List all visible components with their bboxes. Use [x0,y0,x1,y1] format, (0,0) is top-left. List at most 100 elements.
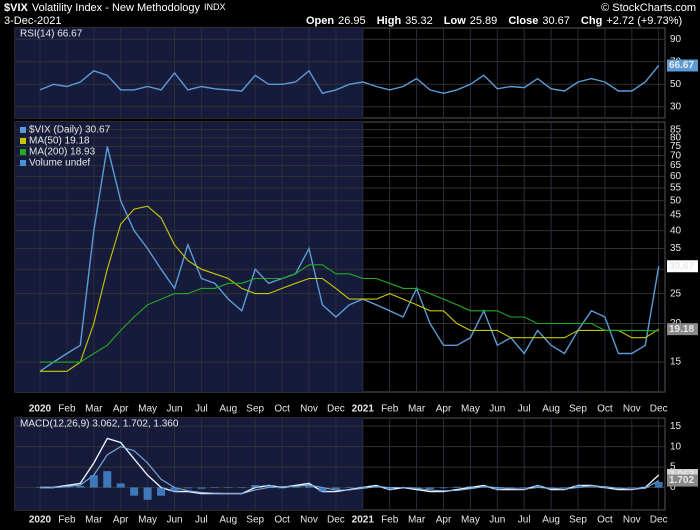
histogram-bar [493,487,502,490]
y-tick-label: 25 [670,288,682,299]
header: $VIX Volatility Index - New Methodology IN… [4,2,696,27]
x-tick-label: May [138,404,157,415]
histogram-bar [466,486,475,488]
histogram-bar [560,487,569,489]
quote-label: Open [306,15,334,27]
quote-label: Close [508,15,538,27]
histogram-bar [426,487,435,490]
histogram-bar [506,487,515,489]
quote-value: 35.32 [405,15,433,27]
y-tick-label: 30 [670,101,682,112]
x-tick-label: Aug [219,404,237,415]
x-tick-label: Feb [381,515,399,526]
x-tick-label: Sep [569,515,587,526]
x-tick-label: Aug [542,515,560,526]
legend-swatch [20,127,26,133]
x-tick-label: Sep [569,404,587,415]
series-line [39,146,660,372]
histogram-bar [600,487,609,489]
value-tag: 1.702 [669,475,694,486]
y-tick-label: 55 [670,183,682,194]
histogram-bar [36,487,44,489]
x-tick-label: Jun [166,515,182,526]
histogram-bar [574,485,582,488]
x-tick-label: May [461,404,480,415]
x-tick-label: Nov [623,404,641,415]
x-tick-label: Jun [489,404,505,415]
histogram-bar [89,475,98,488]
x-tick-label: Oct [597,404,613,415]
histogram-bar [251,485,260,488]
value-tag: 19.18 [669,324,694,335]
title: $VIX Volatility Index - New Methodology IN… [4,2,226,14]
histogram-bar [210,487,219,489]
x-tick-label: Oct [597,515,613,526]
x-tick-label: Oct [274,404,290,415]
name: Volatility Index - New Methodology [32,2,201,14]
x-tick-label: Aug [542,404,560,415]
histogram-bar [291,486,300,488]
histogram-bar [533,485,542,488]
x-tick-label: Mar [85,404,103,415]
x-tick-label: Sep [246,515,264,526]
panel-title: RSI(14) 66.67 [20,29,83,40]
x-tick-label: 2020 [29,515,52,526]
y-tick-label: 15 [670,357,682,368]
histogram-bar [103,471,112,488]
x-tick-label: Mar [408,515,426,526]
x-tick-label: 2021 [352,515,375,526]
histogram-bar [116,483,125,488]
histogram-bar [372,486,381,488]
x-tick-label: Jul [518,404,531,415]
y-tick-label: 90 [670,34,682,45]
series-line [40,264,659,363]
x-tick-label: Oct [274,515,290,526]
x-tick-label: 2020 [29,404,52,415]
x-tick-label: Jun [489,515,505,526]
quote: Open 26.95 High 35.32 Low 25.89 Close 30.67 … [306,15,682,27]
series-line [39,65,660,95]
quote-value: 26.95 [338,15,366,27]
value-tag-bg [667,474,698,487]
quote-label: Low [444,15,466,27]
histogram-bar [520,487,529,489]
panel-title: MACD(12,26,9) 3.062, 1.702, 1.360 [20,419,179,430]
x-tick-label: Sep [246,404,264,415]
histogram-bar [76,485,85,488]
x-tick-label: Apr [113,515,129,526]
quote-label: High [377,15,402,27]
histogram-bar [654,481,663,488]
x-tick-label: Feb [58,515,76,526]
x-tick-label: Feb [58,404,76,415]
x-tick-label: Nov [300,404,318,415]
quote-label: Chg [581,15,602,27]
histogram-bar [49,487,58,489]
histogram-bar [264,485,273,488]
y-tick-label: 10 [670,441,682,452]
x-tick-label: Feb [381,404,399,415]
x-tick-label: Dec [650,404,668,415]
y-tick-label: 75 [670,141,682,152]
x-tick-label: Dec [327,515,345,526]
legend-swatch [20,149,26,155]
histogram-bar [587,487,596,488]
x-tick-label: Nov [623,515,641,526]
y-tick-label: 45 [670,210,682,221]
x-tick-label: Mar [85,515,103,526]
histogram-bar [399,487,408,489]
value-tag: 30.67 [669,261,694,272]
y-tick-label: 60 [670,171,682,182]
histogram-bar [641,486,650,488]
legend-swatch [20,138,26,144]
x-tick-label: Aug [219,515,237,526]
x-tick-label: Apr [436,404,452,415]
histogram-bar [627,487,636,489]
y-tick-label: 70 [670,150,682,161]
x-tick-label: Apr [436,515,452,526]
histogram-bar [614,487,623,489]
histogram-bar [170,487,179,492]
histogram-bar [439,487,448,489]
y-tick-label: 85 [670,124,682,135]
